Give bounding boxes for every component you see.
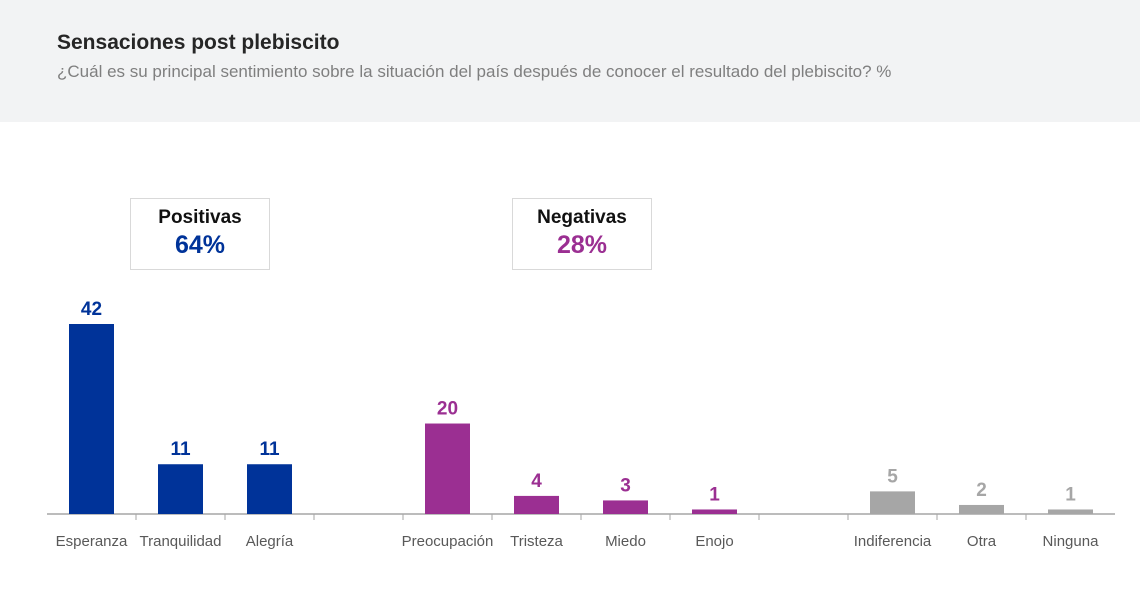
bar — [158, 464, 203, 514]
data-label: 1 — [1065, 484, 1076, 505]
bar — [425, 423, 470, 514]
bar — [514, 495, 559, 514]
negative-group-label: Negativas — [537, 207, 627, 228]
data-label: 11 — [170, 439, 191, 460]
positive-summary-box: Positivas 64% — [130, 198, 270, 270]
negative-group-value: 28% — [556, 231, 608, 259]
category-label: Ninguna — [1043, 533, 1100, 550]
data-label: 1 — [709, 484, 720, 505]
data-label: 42 — [81, 299, 102, 320]
category-label: Tristeza — [510, 533, 563, 550]
category-label: Otra — [967, 533, 997, 550]
bar — [603, 500, 648, 514]
category-label: Miedo — [605, 533, 646, 550]
bar — [692, 509, 737, 514]
positive-group-label: Positivas — [158, 207, 242, 228]
chart-subtitle: ¿Cuál es su principal sentimiento sobre … — [57, 62, 892, 81]
chart-title: Sensaciones post plebiscito — [57, 31, 340, 54]
bar — [69, 324, 114, 514]
bar — [247, 464, 292, 514]
category-label: Indiferencia — [854, 533, 932, 550]
data-label: 4 — [531, 471, 542, 492]
data-label: 11 — [259, 439, 280, 460]
data-label: 20 — [437, 399, 458, 420]
bar — [959, 504, 1004, 514]
data-label: 5 — [887, 466, 898, 487]
bar — [870, 491, 915, 514]
header-band: Sensaciones post plebiscito ¿Cuál es su … — [0, 0, 1140, 122]
category-label: Preocupación — [402, 533, 494, 550]
bar — [1048, 509, 1093, 514]
data-label: 3 — [620, 475, 631, 496]
category-label: Esperanza — [56, 533, 128, 550]
category-label: Enojo — [695, 533, 733, 550]
data-label: 2 — [976, 480, 987, 501]
negative-summary-box: Negativas 28% — [512, 198, 652, 270]
positive-group-value: 64% — [174, 231, 226, 259]
category-label: Tranquilidad — [140, 533, 222, 550]
category-label: Alegría — [246, 533, 294, 550]
